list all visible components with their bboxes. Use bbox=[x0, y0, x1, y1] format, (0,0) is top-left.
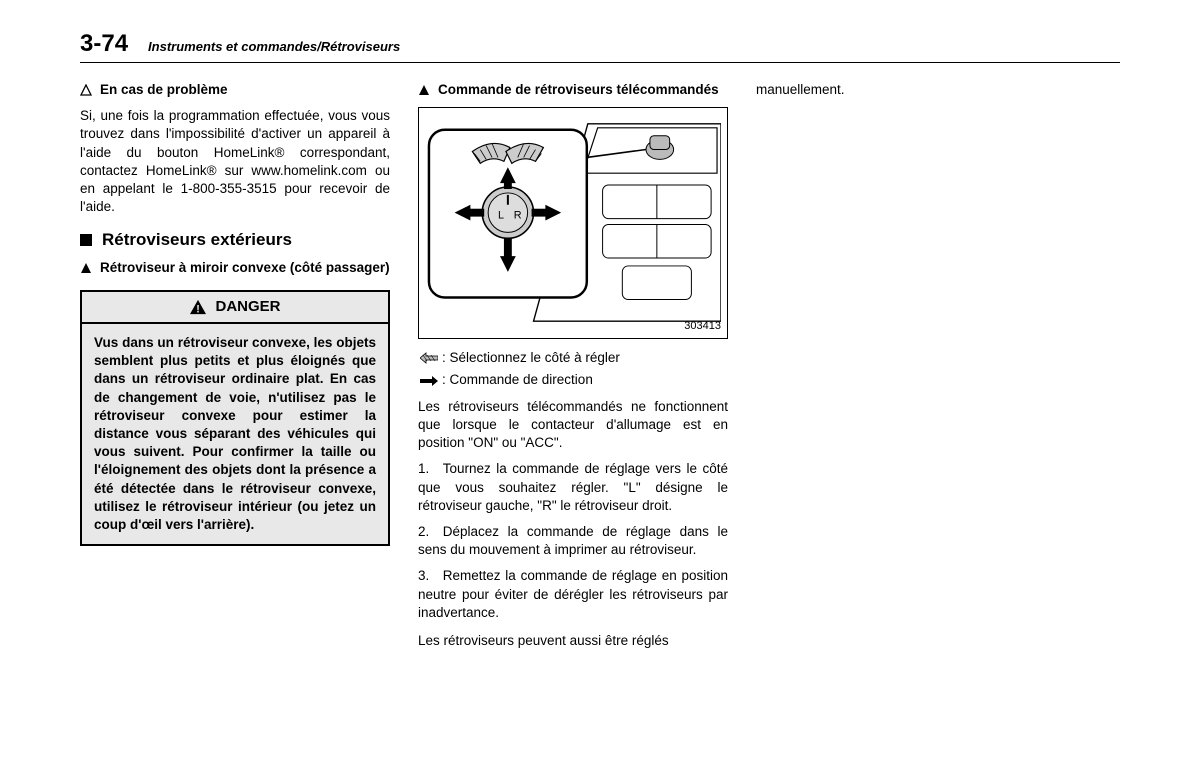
breadcrumb: Instruments et commandes/Rétroviseurs bbox=[148, 39, 400, 54]
mirror-control-svg: L R bbox=[425, 114, 721, 331]
column-1: En cas de problème Si, une fois la progr… bbox=[80, 81, 390, 658]
legend-direction: : Commande de direction bbox=[418, 371, 728, 389]
danger-body: Vus dans un rétroviseur convexe, les obj… bbox=[80, 324, 390, 546]
remote-heading: Commande de rétroviseurs télécommandés bbox=[418, 81, 728, 101]
content-columns: En cas de problème Si, une fois la progr… bbox=[80, 81, 1120, 658]
open-triangle-icon bbox=[80, 83, 92, 101]
solid-arrow-icon bbox=[418, 375, 440, 387]
legend-select-text: : Sélectionnez le côté à régler bbox=[442, 349, 620, 367]
remote-outro: Les rétroviseurs peuvent aussi être régl… bbox=[418, 632, 728, 650]
page-header: 3-74 Instruments et commandes/Rétroviseu… bbox=[80, 30, 1120, 63]
remote-heading-text: Commande de rétroviseurs télécommandés bbox=[438, 81, 719, 99]
ext-mirrors-heading: Rétroviseurs extérieurs bbox=[80, 229, 390, 252]
mirror-control-illustration: L R 303413 bbox=[418, 107, 728, 339]
convex-heading: Rétroviseur à miroir convexe (côté passa… bbox=[80, 259, 390, 279]
trouble-heading-text: En cas de problème bbox=[100, 81, 228, 99]
svg-text:!: ! bbox=[197, 303, 201, 315]
legend-select: : Sélectionnez le côté à régler bbox=[418, 349, 728, 367]
ext-mirrors-heading-text: Rétroviseurs extérieurs bbox=[102, 229, 292, 252]
dial-R: R bbox=[514, 210, 522, 222]
square-bullet-icon bbox=[80, 234, 92, 246]
page-number: 3-74 bbox=[80, 30, 128, 58]
column-2: Commande de rétroviseurs télécommandés bbox=[418, 81, 728, 658]
step-2: 2. Déplacez la commande de réglage dans … bbox=[418, 523, 728, 559]
danger-label: DANGER bbox=[215, 297, 280, 317]
step-1: 1. Tournez la commande de réglage vers l… bbox=[418, 460, 728, 515]
danger-header: ! DANGER bbox=[80, 290, 390, 324]
remote-intro: Les rétroviseurs télécommandés ne foncti… bbox=[418, 398, 728, 453]
dial-L: L bbox=[498, 210, 504, 222]
step-3: 3. Remettez la commande de réglage en po… bbox=[418, 567, 728, 622]
illustration-id: 303413 bbox=[684, 319, 721, 334]
solid-triangle-icon bbox=[418, 83, 430, 101]
page-root: 3-74 Instruments et commandes/Rétroviseu… bbox=[0, 0, 1200, 688]
legend-direction-text: : Commande de direction bbox=[442, 371, 593, 389]
warning-icon: ! bbox=[189, 299, 207, 315]
trouble-heading: En cas de problème bbox=[80, 81, 390, 101]
column-3: manuellement. bbox=[756, 81, 1066, 658]
continuation-text: manuellement. bbox=[756, 81, 1066, 99]
convex-heading-text: Rétroviseur à miroir convexe (côté passa… bbox=[100, 259, 390, 277]
trouble-body: Si, une fois la programmation effectuée,… bbox=[80, 107, 390, 216]
solid-triangle-icon bbox=[80, 261, 92, 279]
hatched-arrow-icon bbox=[418, 352, 440, 364]
